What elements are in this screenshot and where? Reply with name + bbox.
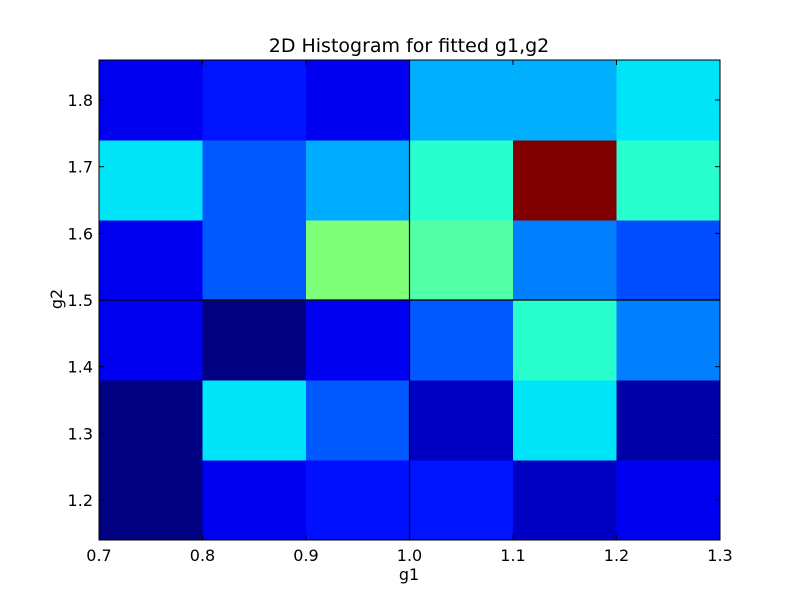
heatmap-cell xyxy=(409,140,514,221)
heatmap-cells xyxy=(99,60,721,541)
x-tick-label: 1.3 xyxy=(707,546,732,565)
heatmap-cell xyxy=(616,60,721,141)
x-tick-label: 0.9 xyxy=(293,546,318,565)
heatmap-cell xyxy=(409,460,514,541)
heatmap-cell xyxy=(513,300,617,381)
heatmap-cell xyxy=(616,220,721,301)
heatmap-cell xyxy=(99,60,203,141)
y-axis-ticks: 1.2 1.3 1.4 1.5 1.6 1.7 1.8 xyxy=(68,91,720,510)
x-tick-label: 0.7 xyxy=(86,546,111,565)
heatmap-cell xyxy=(99,140,203,221)
heatmap-cell xyxy=(409,60,514,141)
heatmap-cell xyxy=(202,380,307,461)
x-tick-label: 1.1 xyxy=(500,546,525,565)
y-tick-label: 1.4 xyxy=(68,358,93,377)
heatmap-cell xyxy=(99,380,203,461)
y-tick-label: 1.2 xyxy=(68,491,93,510)
heatmap-cell xyxy=(99,300,203,381)
heatmap-cell xyxy=(306,140,410,221)
x-tick-label: 1.0 xyxy=(397,546,422,565)
y-axis-label: g2 xyxy=(47,289,66,309)
heatmap-cell xyxy=(306,220,410,301)
heatmap-cell xyxy=(202,140,307,221)
chart-title: 2D Histogram for fitted g1,g2 xyxy=(269,35,550,57)
heatmap-cell xyxy=(202,220,307,301)
heatmap-cell xyxy=(99,220,203,301)
heatmap-cell xyxy=(513,460,617,541)
reference-lines xyxy=(99,60,720,540)
heatmap-cell xyxy=(306,380,410,461)
x-axis-ticks: 0.7 0.8 0.9 1.0 1.1 1.2 1.3 xyxy=(86,60,733,565)
heatmap-cell xyxy=(306,460,410,541)
heatmap-cell xyxy=(513,220,617,301)
heatmap-cell xyxy=(513,60,617,141)
heatmap-cell xyxy=(202,60,307,141)
x-axis-label: g1 xyxy=(399,565,419,584)
heatmap-cell xyxy=(513,140,617,221)
heatmap-cell xyxy=(616,380,721,461)
heatmap-cell xyxy=(99,460,203,541)
y-tick-label: 1.7 xyxy=(68,158,93,177)
heatmap-cell xyxy=(513,380,617,461)
heatmap-cell xyxy=(616,300,721,381)
x-tick-label: 0.8 xyxy=(190,546,215,565)
heatmap-cell xyxy=(616,140,721,221)
heatmap-cell xyxy=(306,300,410,381)
heatmap-cell xyxy=(409,300,514,381)
heatmap-cell xyxy=(202,300,307,381)
heatmap-cell xyxy=(306,60,410,141)
y-tick-label: 1.6 xyxy=(68,224,93,243)
heatmap-cell xyxy=(409,220,514,301)
y-tick-label: 1.8 xyxy=(68,91,93,110)
y-tick-label: 1.5 xyxy=(68,291,93,310)
heatmap-cell xyxy=(616,460,721,541)
x-tick-label: 1.2 xyxy=(604,546,629,565)
heatmap-cell xyxy=(409,380,514,461)
y-tick-label: 1.3 xyxy=(68,424,93,443)
heatmap-cell xyxy=(202,460,307,541)
